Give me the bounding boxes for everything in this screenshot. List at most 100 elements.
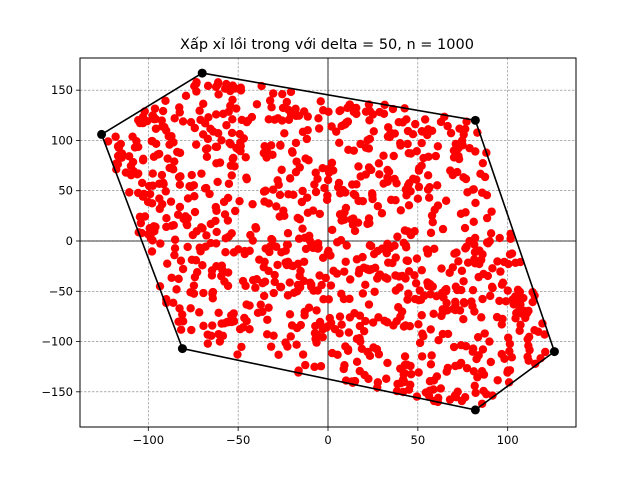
- data-point: [286, 332, 295, 341]
- data-point: [224, 179, 234, 188]
- data-point: [421, 388, 431, 397]
- data-point: [333, 183, 343, 192]
- data-point: [264, 199, 274, 208]
- data-point: [299, 107, 309, 116]
- data-point: [345, 294, 354, 304]
- data-point: [278, 103, 288, 113]
- data-point: [461, 342, 471, 351]
- data-point: [503, 366, 513, 375]
- data-point: [495, 296, 504, 306]
- data-point: [151, 139, 161, 148]
- data-point: [358, 252, 367, 262]
- data-point: [228, 154, 237, 164]
- data-point: [266, 141, 276, 150]
- data-point: [488, 264, 497, 273]
- data-point: [224, 107, 233, 116]
- data-point: [417, 138, 426, 148]
- data-point: [170, 250, 179, 260]
- data-point: [211, 202, 221, 212]
- data-point: [342, 241, 351, 250]
- data-point: [169, 138, 178, 147]
- data-point: [335, 312, 345, 321]
- data-point: [176, 325, 186, 334]
- data-point: [427, 351, 436, 360]
- data-point: [273, 176, 282, 185]
- data-point: [174, 274, 183, 284]
- data-point: [293, 280, 303, 290]
- data-point: [379, 151, 388, 160]
- data-point: [501, 297, 511, 306]
- data-point: [523, 334, 532, 344]
- data-point: [493, 376, 502, 385]
- data-point: [273, 260, 282, 270]
- data-point: [174, 317, 183, 326]
- data-point: [475, 246, 484, 255]
- data-point: [436, 117, 446, 127]
- data-point: [524, 356, 533, 365]
- data-point: [363, 135, 372, 145]
- data-point: [500, 354, 509, 364]
- data-point: [394, 118, 403, 127]
- data-point: [134, 169, 143, 178]
- data-point: [181, 212, 190, 221]
- data-point: [349, 189, 358, 199]
- data-point: [215, 337, 225, 346]
- data-point: [348, 103, 357, 113]
- data-point: [212, 142, 222, 152]
- data-point: [214, 90, 223, 99]
- data-point: [183, 242, 192, 252]
- data-point: [455, 124, 464, 133]
- data-point: [221, 248, 230, 257]
- data-point: [269, 331, 278, 340]
- data-point: [374, 159, 384, 168]
- data-point: [190, 123, 199, 133]
- data-point: [324, 168, 334, 177]
- data-point: [496, 267, 505, 276]
- data-point: [488, 283, 497, 293]
- data-point: [282, 240, 292, 249]
- data-point: [277, 248, 286, 257]
- data-point: [433, 181, 442, 190]
- data-point: [189, 281, 199, 290]
- data-point: [136, 218, 146, 228]
- data-point: [352, 357, 362, 367]
- data-point: [299, 276, 308, 286]
- data-point: [232, 104, 241, 113]
- data-point: [468, 285, 478, 295]
- data-point: [294, 234, 304, 243]
- data-point: [450, 249, 459, 258]
- data-point: [469, 185, 478, 194]
- data-point: [349, 146, 359, 155]
- data-point: [436, 384, 446, 393]
- data-point: [183, 194, 193, 203]
- data-point: [454, 257, 463, 266]
- data-point: [289, 288, 299, 298]
- y-tick-label: 150: [51, 83, 73, 97]
- data-point: [219, 197, 229, 207]
- data-point: [335, 329, 344, 338]
- data-point: [446, 128, 456, 138]
- x-tick-label: 50: [411, 433, 426, 447]
- data-point: [516, 320, 525, 329]
- data-point: [251, 224, 261, 233]
- data-point: [540, 330, 549, 339]
- data-point: [147, 247, 157, 256]
- hull-vertex: [197, 68, 207, 78]
- data-point: [172, 285, 181, 294]
- data-point: [213, 80, 223, 89]
- data-point: [374, 271, 384, 280]
- data-point: [148, 236, 157, 245]
- data-point: [524, 306, 533, 316]
- data-point: [417, 352, 427, 361]
- data-point: [457, 266, 467, 276]
- data-point: [471, 198, 480, 208]
- data-point: [373, 202, 383, 211]
- data-point: [228, 81, 237, 90]
- data-point: [460, 393, 470, 402]
- data-point: [404, 289, 413, 298]
- data-point: [228, 95, 237, 105]
- x-tick-label: 100: [497, 433, 519, 447]
- data-point: [296, 320, 306, 330]
- data-point: [137, 178, 147, 188]
